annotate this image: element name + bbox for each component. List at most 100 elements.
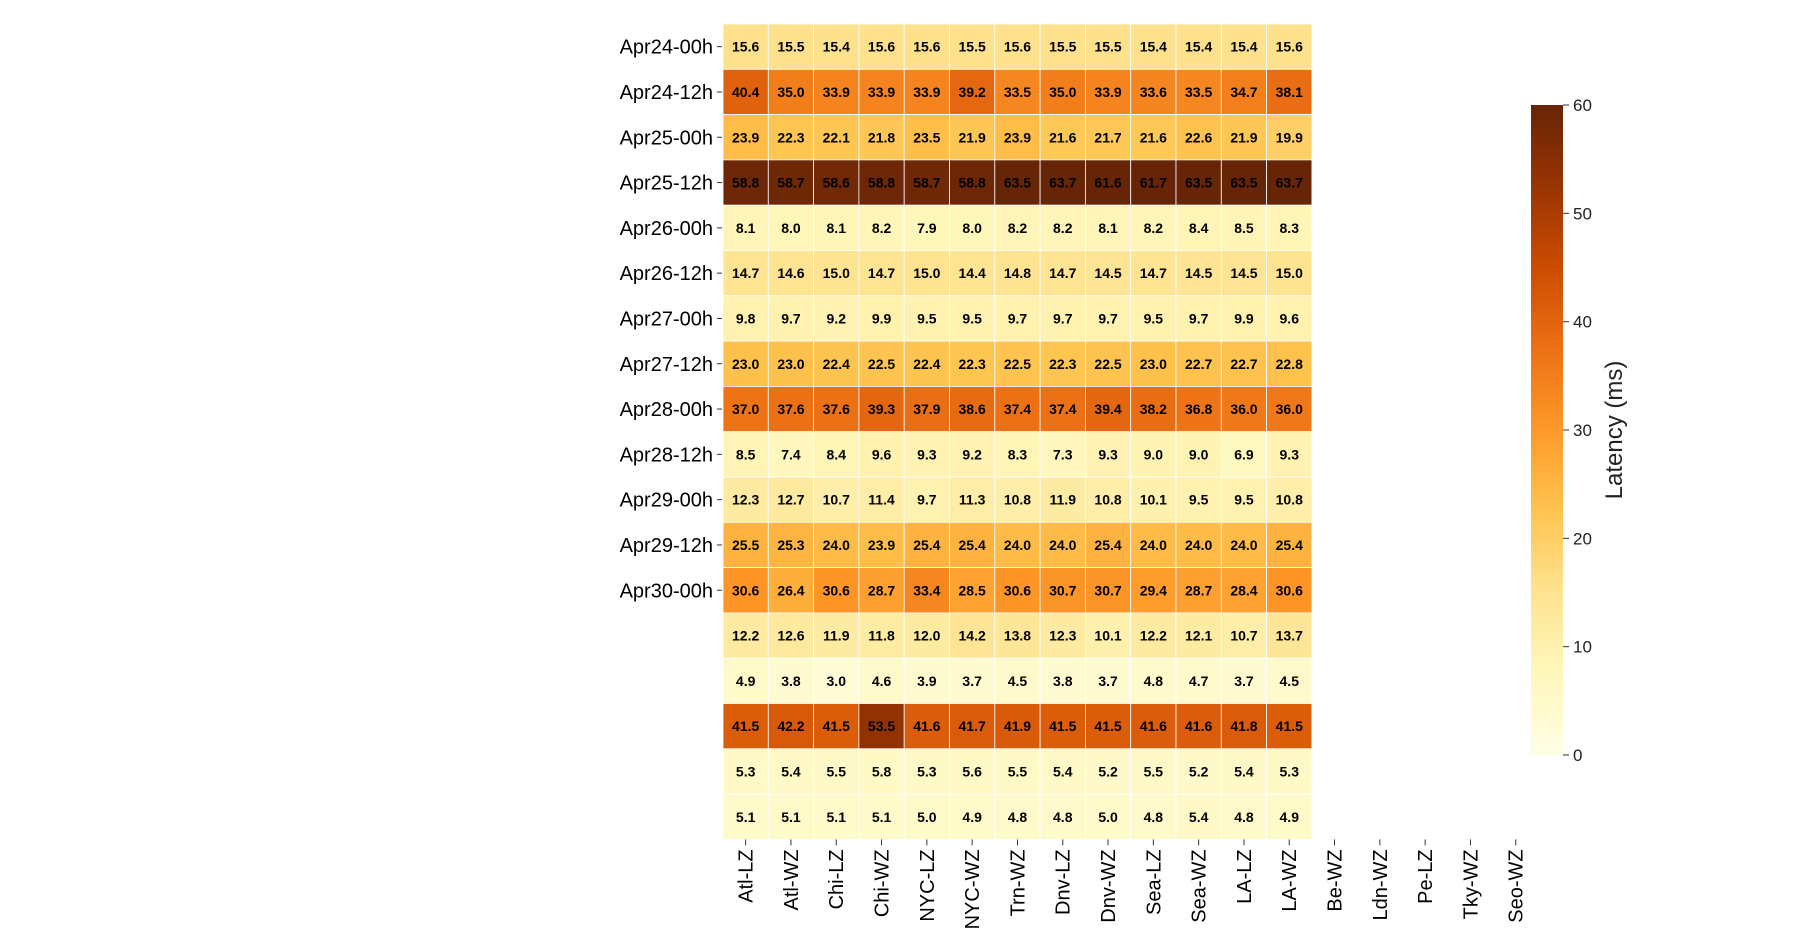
cell-value-label: 22.7 bbox=[1185, 356, 1212, 372]
cell-value-label: 8.5 bbox=[736, 446, 756, 462]
heatmap-cell bbox=[858, 476, 905, 523]
colorbar-tick-label: 10 bbox=[1573, 638, 1592, 657]
column-label: NYC-WZ bbox=[962, 849, 984, 929]
cell-value-label: 24.0 bbox=[1004, 537, 1031, 553]
cell-value-label: 23.9 bbox=[732, 129, 759, 145]
heatmap-cell bbox=[722, 204, 769, 251]
cell-value-label: 4.9 bbox=[736, 673, 756, 689]
heatmap-cell bbox=[858, 521, 905, 568]
cell-value-label: 10.8 bbox=[1004, 492, 1031, 508]
heatmap-cell bbox=[903, 340, 950, 387]
cell-value-label: 15.0 bbox=[913, 265, 940, 281]
cell-value-label: 24.0 bbox=[1230, 537, 1257, 553]
cell-value-label: 23.9 bbox=[868, 537, 895, 553]
cell-value-label: 41.6 bbox=[1140, 718, 1167, 734]
cell-value-label: 14.5 bbox=[1094, 265, 1121, 281]
cell-value-label: 36.0 bbox=[1276, 401, 1303, 417]
heatmap-cell bbox=[1266, 159, 1313, 206]
heatmap-cell bbox=[1220, 68, 1268, 116]
cell-value-label: 28.7 bbox=[868, 582, 895, 598]
cell-value-label: 19.9 bbox=[1276, 129, 1303, 145]
cell-value-label: 39.3 bbox=[868, 401, 895, 417]
cell-value-label: 13.8 bbox=[1004, 628, 1031, 644]
heatmap-cell bbox=[813, 295, 860, 342]
heatmap-cell bbox=[1175, 793, 1222, 840]
column-labels: Atl-LZ Atl-WZ Chi-LZ Chi-WZ NYC-LZ NYC-WZ Trn-… bbox=[736, 839, 1528, 929]
heatmap-cell bbox=[1220, 521, 1268, 568]
heatmap-cell bbox=[1220, 159, 1268, 206]
heatmap-cell bbox=[1175, 703, 1222, 750]
heatmap-cell bbox=[1085, 159, 1132, 206]
heatmap-cell bbox=[1085, 385, 1132, 433]
cell-value-label: 37.0 bbox=[732, 401, 759, 417]
heatmap-cell bbox=[1266, 204, 1313, 251]
heatmap-cell bbox=[1039, 476, 1086, 523]
cell-value-label: 5.3 bbox=[917, 763, 937, 779]
heatmap-cell bbox=[949, 793, 996, 840]
cell-value-label: 8.3 bbox=[1008, 446, 1028, 462]
heatmap-cell bbox=[813, 748, 860, 795]
cell-value-label: 4.7 bbox=[1189, 673, 1209, 689]
cell-value-label: 9.3 bbox=[1098, 446, 1118, 462]
heatmap-cell bbox=[994, 703, 1041, 750]
cell-value-label: 11.3 bbox=[959, 492, 986, 508]
heatmap-cells bbox=[722, 23, 1313, 840]
cell-value-label: 15.5 bbox=[1094, 39, 1121, 55]
heatmap-cell bbox=[1266, 703, 1313, 750]
cell-value-label: 25.3 bbox=[777, 537, 804, 553]
heatmap-cell bbox=[994, 295, 1041, 342]
cell-value-label: 58.8 bbox=[732, 175, 759, 191]
column-label: Tky-WZ bbox=[1460, 849, 1482, 919]
cell-value-label: 12.2 bbox=[732, 628, 759, 644]
heatmap-cell bbox=[1266, 612, 1313, 659]
column-label: Sea-WZ bbox=[1189, 849, 1211, 922]
heatmap-cell bbox=[813, 250, 860, 297]
heatmap-cell bbox=[1085, 204, 1132, 251]
heatmap-cell bbox=[813, 159, 860, 206]
cell-value-label: 53.5 bbox=[868, 718, 895, 734]
cell-value-label: 9.3 bbox=[1280, 446, 1300, 462]
heatmap-cell bbox=[858, 159, 905, 206]
column-label: Trn-WZ bbox=[1007, 849, 1029, 916]
heatmap-cell bbox=[994, 204, 1041, 251]
heatmap-cell bbox=[1039, 250, 1086, 297]
cell-value-label: 35.0 bbox=[1049, 84, 1076, 100]
heatmap-cell bbox=[949, 612, 996, 659]
cell-value-label: 15.0 bbox=[1276, 265, 1303, 281]
cell-value-label: 12.6 bbox=[777, 628, 804, 644]
cell-value-label: 58.8 bbox=[959, 175, 986, 191]
cell-value-label: 5.5 bbox=[1008, 763, 1028, 779]
cell-value-label: 9.3 bbox=[917, 446, 937, 462]
cell-value-label: 33.9 bbox=[1094, 84, 1121, 100]
cell-value-label: 37.4 bbox=[1004, 401, 1031, 417]
heatmap-cell bbox=[1266, 793, 1313, 840]
column-label: Atl-LZ bbox=[736, 849, 758, 902]
heatmap-cell bbox=[1175, 521, 1222, 568]
cell-value-label: 4.9 bbox=[962, 809, 982, 825]
heatmap-cell bbox=[1266, 748, 1313, 795]
cell-value-label: 12.3 bbox=[1049, 628, 1076, 644]
cell-value-label: 8.3 bbox=[1280, 220, 1300, 236]
cell-value-label: 63.5 bbox=[1230, 175, 1257, 191]
cell-value-label: 30.6 bbox=[1004, 582, 1031, 598]
cell-value-label: 36.0 bbox=[1230, 401, 1257, 417]
row-label: Apr29-00h bbox=[620, 490, 713, 512]
cell-value-label: 22.4 bbox=[913, 356, 940, 372]
heatmap-cell bbox=[1130, 23, 1177, 70]
cell-value-label: 8.5 bbox=[1234, 220, 1254, 236]
heatmap-cell bbox=[949, 385, 996, 433]
heatmap-cell bbox=[813, 385, 860, 433]
cell-value-label: 15.5 bbox=[959, 39, 986, 55]
column-label: NYC-LZ bbox=[917, 849, 939, 921]
cell-value-label: 8.4 bbox=[827, 446, 847, 462]
cell-value-label: 8.1 bbox=[1098, 220, 1118, 236]
heatmap-cell bbox=[1220, 23, 1268, 70]
heatmap-cell bbox=[949, 521, 996, 568]
cell-value-label: 14.7 bbox=[868, 265, 895, 281]
cell-value-label: 9.5 bbox=[917, 310, 937, 326]
heatmap-cell bbox=[1266, 250, 1313, 297]
heatmap-cell bbox=[1085, 476, 1132, 523]
heatmap-cell bbox=[903, 250, 950, 297]
cell-value-label: 58.6 bbox=[823, 175, 850, 191]
heatmap-cell bbox=[767, 703, 814, 750]
